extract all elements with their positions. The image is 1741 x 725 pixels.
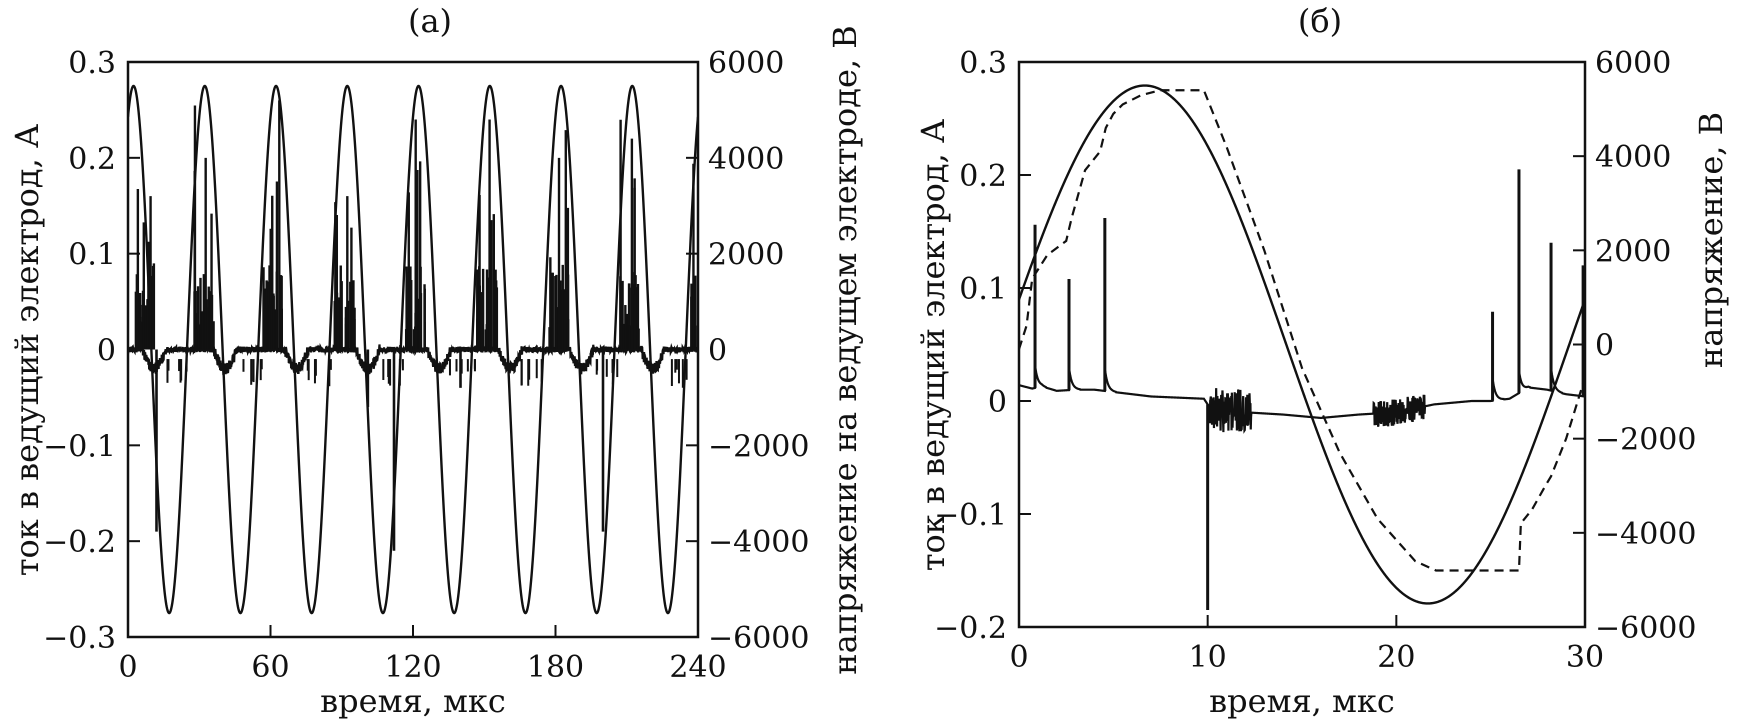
- y-tick-label: 0.2: [68, 142, 116, 177]
- y-tick-label: −0.1: [934, 498, 1007, 533]
- y-tick-label: 0.1: [959, 272, 1007, 307]
- y2-tick-label: −6000: [708, 621, 809, 656]
- y2-tick-label: −4000: [1595, 517, 1696, 552]
- panel-a-plot-area: [128, 84, 698, 615]
- panel-b-y2-ticks: −6000 −4000 −2000 0 2000 4000 6000: [1573, 46, 1696, 646]
- y-tick-label: −0.1: [43, 429, 116, 464]
- y-tick-label: 0.3: [959, 46, 1007, 81]
- y2-tick-label: 0: [708, 334, 727, 369]
- y2-tick-label: −6000: [1595, 611, 1696, 646]
- y2-tick-label: 6000: [1595, 46, 1671, 81]
- panel-b-plot-area: [1019, 84, 1585, 611]
- panel-a-x-axis-label: время, мкс: [320, 682, 506, 720]
- y2-tick-label: 4000: [708, 142, 784, 177]
- panel-a-y-ticks: −0.3 −0.2 −0.1 0 0.1 0.2 0.3: [43, 46, 140, 656]
- panel-b-x-axis-label: время, мкс: [1209, 682, 1395, 720]
- y2-tick-label: −2000: [708, 429, 809, 464]
- panel-b-y-ticks: −0.2 −0.1 0 0.1 0.2 0.3: [934, 46, 1031, 646]
- panel-a-title: (а): [408, 2, 452, 40]
- y2-tick-label: −4000: [708, 525, 809, 560]
- y2-tick-label: 2000: [1595, 234, 1671, 269]
- panel-b-y2-axis-label: напряжение, В: [1692, 112, 1730, 368]
- panel-a-y2-ticks: −6000 −4000 −2000 0 2000 4000 6000: [686, 46, 809, 656]
- x-tick-label: 60: [251, 650, 289, 685]
- series-line-measured-voltage: [1019, 89, 1585, 572]
- series-line-напряжение: [128, 84, 698, 615]
- y2-tick-label: 0: [1595, 329, 1614, 364]
- y-tick-label: 0.3: [68, 46, 116, 81]
- y-tick-label: 0.2: [959, 159, 1007, 194]
- chart-panel-b: (б) 0 10 20 30 −0.2 −0.1 0 0.1 0.2 0.3 −6000 −400…: [914, 2, 1730, 720]
- panel-b-title: (б): [1298, 2, 1342, 40]
- x-tick-label: 10: [1189, 640, 1227, 675]
- panel-a-x-ticks: 0 60 120 180 240: [118, 625, 727, 685]
- x-tick-label: 20: [1377, 640, 1415, 675]
- panel-a-y2-axis-label: напряжение на ведущем электроде, В: [826, 25, 864, 675]
- series-line-напряжение-(синусоида): [1019, 84, 1585, 605]
- x-tick-label: 30: [1566, 640, 1604, 675]
- panel-a-y-axis-label: ток в ведущий электрод, А: [8, 124, 46, 576]
- x-tick-label: 120: [384, 650, 441, 685]
- y-tick-label: −0.3: [43, 621, 116, 656]
- series-line-current: [1019, 367, 1585, 434]
- panel-b-y-axis-label: ток в ведущий электрод, А: [914, 119, 952, 571]
- y-tick-label: 0: [97, 334, 116, 369]
- x-tick-label: 0: [1009, 640, 1028, 675]
- y2-tick-label: 2000: [708, 238, 784, 273]
- y2-tick-label: −2000: [1595, 423, 1696, 458]
- y-tick-label: 0: [988, 385, 1007, 420]
- x-tick-label: 180: [527, 650, 584, 685]
- x-tick-label: 0: [118, 650, 137, 685]
- y-tick-label: −0.2: [43, 525, 116, 560]
- y-tick-label: −0.2: [934, 611, 1007, 646]
- chart-panel-a: (а) 0 60 120 180 240 −0.3−0.2−0.100.10.20.3 …: [8, 2, 864, 720]
- y2-tick-label: 4000: [1595, 140, 1671, 175]
- y2-tick-label: 6000: [708, 46, 784, 81]
- x-tick-label: 240: [669, 650, 726, 685]
- panel-b-x-ticks: 0 10 20 30: [1009, 615, 1604, 675]
- y-tick-label: 0.1: [68, 238, 116, 273]
